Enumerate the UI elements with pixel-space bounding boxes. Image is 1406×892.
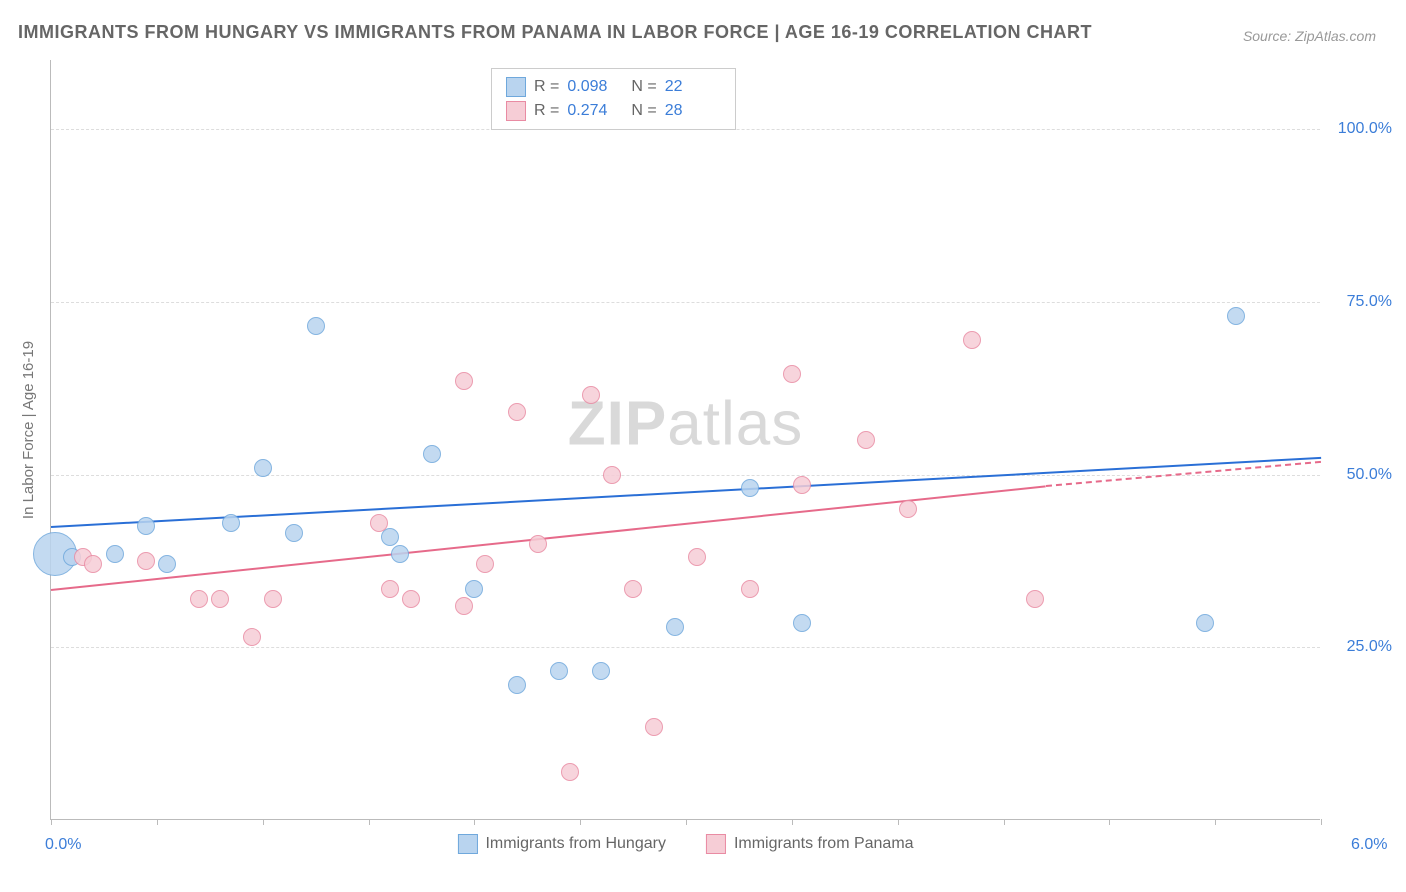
n-value-hungary: 22: [665, 75, 721, 99]
data-point-hungary: [550, 662, 568, 680]
gridline: [51, 302, 1320, 303]
x-tick: [263, 819, 264, 825]
data-point-panama: [381, 580, 399, 598]
x-tick: [792, 819, 793, 825]
x-tick: [1215, 819, 1216, 825]
data-point-panama: [370, 514, 388, 532]
data-point-panama: [455, 597, 473, 615]
data-point-panama: [645, 718, 663, 736]
legend-series: Immigrants from Hungary Immigrants from …: [457, 834, 913, 854]
x-tick: [580, 819, 581, 825]
data-point-hungary: [285, 524, 303, 542]
n-value-panama: 28: [665, 99, 721, 123]
swatch-panama-icon: [706, 834, 726, 854]
swatch-panama: [506, 101, 526, 121]
data-point-panama: [688, 548, 706, 566]
x-tick: [686, 819, 687, 825]
y-tick-label: 50.0%: [1347, 466, 1392, 484]
n-label: N =: [631, 75, 656, 99]
data-point-panama: [508, 403, 526, 421]
data-point-hungary: [592, 662, 610, 680]
data-point-hungary: [1227, 307, 1245, 325]
x-tick: [1109, 819, 1110, 825]
data-point-hungary: [307, 317, 325, 335]
data-point-panama: [603, 466, 621, 484]
trend-line: [51, 457, 1321, 528]
legend-correlation: R = 0.098 N = 22 R = 0.274 N = 28: [491, 68, 736, 130]
y-tick-label: 25.0%: [1347, 638, 1392, 656]
legend-row-panama: R = 0.274 N = 28: [506, 99, 721, 123]
data-point-panama: [190, 590, 208, 608]
r-label: R =: [534, 75, 559, 99]
legend-label-panama: Immigrants from Panama: [734, 835, 914, 853]
data-point-panama: [455, 372, 473, 390]
y-tick-label: 100.0%: [1338, 120, 1392, 138]
x-tick: [474, 819, 475, 825]
data-point-hungary: [465, 580, 483, 598]
data-point-hungary: [222, 514, 240, 532]
watermark: ZIPatlas: [568, 389, 803, 460]
data-point-hungary: [741, 479, 759, 497]
data-point-panama: [1026, 590, 1044, 608]
plot-area: ZIPatlas R = 0.098 N = 22 R = 0.274 N = …: [50, 60, 1320, 820]
x-tick: [1321, 819, 1322, 825]
x-tick: [157, 819, 158, 825]
x-tick: [898, 819, 899, 825]
watermark-rest: atlas: [667, 390, 803, 459]
data-point-hungary: [106, 545, 124, 563]
source-label: Source: ZipAtlas.com: [1243, 28, 1376, 44]
y-axis-title: In Labor Force | Age 16-19: [20, 341, 37, 519]
data-point-hungary: [254, 459, 272, 477]
data-point-panama: [741, 580, 759, 598]
y-tick-label: 75.0%: [1347, 293, 1392, 311]
correlation-chart: IMMIGRANTS FROM HUNGARY VS IMMIGRANTS FR…: [0, 0, 1406, 892]
legend-row-hungary: R = 0.098 N = 22: [506, 75, 721, 99]
data-point-panama: [793, 476, 811, 494]
swatch-hungary: [506, 77, 526, 97]
x-tick-label: 0.0%: [45, 836, 81, 854]
r-label: R =: [534, 99, 559, 123]
data-point-hungary: [423, 445, 441, 463]
data-point-panama: [476, 555, 494, 573]
data-point-panama: [582, 386, 600, 404]
chart-title: IMMIGRANTS FROM HUNGARY VS IMMIGRANTS FR…: [18, 22, 1092, 43]
data-point-hungary: [1196, 614, 1214, 632]
data-point-panama: [624, 580, 642, 598]
data-point-panama: [211, 590, 229, 608]
data-point-hungary: [508, 676, 526, 694]
data-point-panama: [899, 500, 917, 518]
swatch-hungary-icon: [457, 834, 477, 854]
data-point-hungary: [137, 517, 155, 535]
gridline: [51, 475, 1320, 476]
data-point-panama: [402, 590, 420, 608]
data-point-hungary: [391, 545, 409, 563]
legend-label-hungary: Immigrants from Hungary: [485, 835, 666, 853]
data-point-hungary: [793, 614, 811, 632]
x-tick: [1004, 819, 1005, 825]
x-tick-label: 6.0%: [1351, 836, 1387, 854]
n-label: N =: [631, 99, 656, 123]
data-point-panama: [84, 555, 102, 573]
legend-item-panama: Immigrants from Panama: [706, 834, 914, 854]
data-point-panama: [783, 365, 801, 383]
legend-item-hungary: Immigrants from Hungary: [457, 834, 666, 854]
data-point-hungary: [158, 555, 176, 573]
data-point-panama: [963, 331, 981, 349]
data-point-panama: [529, 535, 547, 553]
x-tick: [51, 819, 52, 825]
r-value-hungary: 0.098: [567, 75, 623, 99]
data-point-panama: [561, 763, 579, 781]
gridline: [51, 647, 1320, 648]
data-point-panama: [243, 628, 261, 646]
r-value-panama: 0.274: [567, 99, 623, 123]
data-point-panama: [264, 590, 282, 608]
data-point-hungary: [666, 618, 684, 636]
data-point-panama: [857, 431, 875, 449]
x-tick: [369, 819, 370, 825]
data-point-panama: [137, 552, 155, 570]
